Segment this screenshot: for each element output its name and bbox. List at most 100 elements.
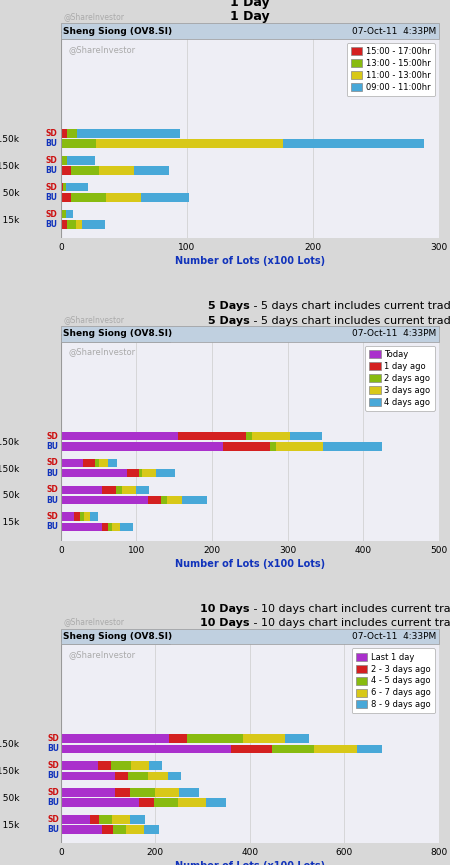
Bar	[128, 772, 148, 780]
Text: @ShareInvestor: @ShareInvestor	[63, 315, 124, 324]
Text: BU: BU	[47, 825, 59, 834]
Bar	[272, 745, 314, 753]
Bar	[231, 745, 272, 753]
X-axis label: Number of Lots (x100 Lots): Number of Lots (x100 Lots)	[175, 256, 325, 266]
Bar	[99, 458, 108, 467]
Bar	[98, 761, 111, 770]
Bar	[139, 798, 154, 807]
Text: Sheng Siong (OV8.SI): Sheng Siong (OV8.SI)	[63, 632, 172, 641]
Bar	[61, 210, 62, 218]
Bar	[148, 772, 168, 780]
Text: BU: BU	[45, 220, 57, 229]
Bar	[99, 815, 112, 823]
X-axis label: Number of Lots (x100 Lots): Number of Lots (x100 Lots)	[175, 559, 325, 569]
Text: BU: BU	[45, 193, 57, 202]
Bar	[61, 734, 169, 743]
Bar	[61, 193, 71, 202]
Bar	[169, 734, 187, 743]
Bar	[161, 496, 167, 504]
Bar	[61, 129, 67, 138]
Bar	[61, 522, 102, 531]
Bar	[206, 798, 225, 807]
Text: SD: SD	[45, 129, 57, 138]
Bar	[61, 220, 67, 228]
Text: 07-Oct-11  4:33PM: 07-Oct-11 4:33PM	[355, 332, 439, 342]
Bar	[82, 220, 105, 228]
Bar	[99, 166, 134, 175]
Bar	[111, 761, 130, 770]
Bar	[154, 798, 178, 807]
Bar	[90, 512, 98, 521]
Bar	[357, 745, 382, 753]
Bar	[67, 129, 77, 138]
Text: 07-Oct-11  4:33PM: 07-Oct-11 4:33PM	[352, 27, 436, 35]
Text: 5 Days: 5 Days	[208, 316, 250, 325]
Bar	[67, 156, 95, 164]
Bar	[115, 772, 128, 780]
Bar	[127, 469, 139, 477]
Text: BU: BU	[45, 139, 57, 148]
Bar	[112, 522, 120, 531]
Bar	[74, 512, 81, 521]
Text: BU: BU	[47, 772, 59, 780]
Bar	[71, 166, 99, 175]
Text: - 10 days chart includes current trading day's data: - 10 days chart includes current trading…	[250, 618, 450, 628]
Bar	[61, 815, 90, 823]
Text: 5 Days: 5 Days	[208, 301, 250, 311]
Bar	[187, 734, 243, 743]
Text: @ShareInvestor: @ShareInvestor	[68, 45, 135, 54]
Text: - 5 days chart includes current trading day's data: - 5 days chart includes current trading …	[250, 316, 450, 325]
Text: BU: BU	[46, 442, 58, 451]
Bar	[81, 512, 84, 521]
Bar	[182, 496, 207, 504]
Text: SD: SD	[48, 734, 59, 743]
Bar	[76, 220, 82, 228]
Text: 07-Oct-11  4:33PM: 07-Oct-11 4:33PM	[355, 30, 439, 39]
Bar	[84, 512, 90, 521]
Bar	[61, 156, 67, 164]
Bar	[144, 825, 159, 834]
Text: 10 Days: 10 Days	[200, 604, 250, 614]
Bar	[61, 469, 127, 477]
Bar	[122, 485, 135, 494]
Text: - 5 days chart includes current trading day's data: - 5 days chart includes current trading …	[250, 301, 450, 311]
Bar	[61, 432, 178, 440]
Text: BU: BU	[46, 469, 58, 477]
Text: SD: SD	[45, 183, 57, 192]
Text: SD: SD	[45, 209, 57, 219]
Bar	[134, 166, 169, 175]
Bar	[178, 798, 206, 807]
Text: 1 Day: 1 Day	[230, 0, 270, 9]
Text: @ShareInvestor: @ShareInvestor	[68, 348, 135, 356]
Text: SD: SD	[47, 432, 58, 440]
Text: Sheng Siong (OV8.SI): Sheng Siong (OV8.SI)	[63, 27, 172, 35]
Text: @ShareInvestor: @ShareInvestor	[63, 618, 124, 626]
Bar	[120, 522, 133, 531]
Text: 07-Oct-11  4:33PM: 07-Oct-11 4:33PM	[352, 330, 436, 338]
Text: Sheng Siong (OV8.SI): Sheng Siong (OV8.SI)	[63, 330, 172, 338]
Text: Sheng Siong (OV8.SI): Sheng Siong (OV8.SI)	[61, 30, 170, 39]
Bar	[95, 458, 99, 467]
Bar	[270, 442, 276, 451]
Bar	[106, 193, 141, 202]
Bar	[276, 442, 323, 451]
Bar	[61, 761, 98, 770]
Bar	[112, 815, 130, 823]
Bar	[243, 734, 285, 743]
Bar	[67, 220, 76, 228]
Text: SD: SD	[48, 761, 59, 770]
Bar	[141, 193, 189, 202]
Text: BU: BU	[46, 496, 58, 504]
Text: Sheng Siong (OV8.SI): Sheng Siong (OV8.SI)	[61, 332, 170, 342]
Bar	[61, 183, 63, 191]
Bar	[130, 815, 145, 823]
Bar	[283, 139, 423, 148]
Bar	[180, 788, 199, 797]
Text: BU: BU	[46, 522, 58, 531]
Text: BU: BU	[47, 745, 59, 753]
Text: 10 Days: 10 Days	[200, 618, 250, 628]
Text: - 10 days chart includes current trading day's data: - 10 days chart includes current trading…	[250, 604, 450, 614]
Text: 07-Oct-11  4:33PM: 07-Oct-11 4:33PM	[355, 635, 439, 644]
Text: SD: SD	[47, 458, 58, 467]
Bar	[77, 129, 180, 138]
